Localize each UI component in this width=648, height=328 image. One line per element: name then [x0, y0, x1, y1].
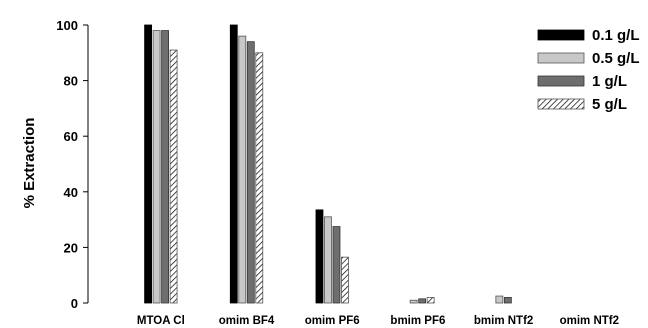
x-tick-label: omim PF6: [305, 315, 360, 327]
bar-0-1-g-l-omim-bf4: [229, 24, 238, 304]
legend-swatch: [537, 75, 585, 87]
legend-swatch: [537, 52, 585, 64]
bar-0-5-g-l-mtoa-cl: [152, 30, 161, 304]
bar-0-5-g-l-omim-bf4: [238, 35, 247, 304]
legend-swatch: [537, 98, 585, 110]
y-tick-label: 40: [64, 185, 78, 200]
y-axis-title: % Extraction: [21, 118, 38, 209]
legend-swatch: [537, 29, 585, 41]
bar-1-g-l-bmim-pf6: [418, 298, 427, 304]
bar-5-g-l-omim-pf6: [341, 256, 349, 304]
y-axis: 0 20 40 60 80 100: [56, 18, 89, 311]
bar-1-g-l-omim-bf4: [246, 41, 255, 304]
legend-label: 0.5 g/L: [592, 50, 640, 67]
bar-5-g-l-mtoa-cl: [169, 49, 178, 304]
x-tick-label: MTOA Cl: [137, 315, 185, 327]
bar-0-1-g-l-mtoa-cl: [144, 24, 152, 304]
bar-0-1-g-l-omim-pf6: [315, 209, 324, 304]
legend-label: 5 g/L: [592, 96, 627, 113]
y-tick-label: 0: [71, 296, 78, 311]
bars-group: [144, 24, 512, 304]
legend-label: 1 g/L: [592, 73, 627, 90]
bar-0-5-g-l-bmim-ntf2: [495, 295, 504, 304]
bar-0-5-g-l-omim-pf6: [324, 216, 332, 304]
y-tick-label: 20: [64, 240, 78, 255]
bar-1-g-l-mtoa-cl: [161, 30, 169, 304]
x-tick-label: bmim NTf2: [474, 315, 533, 327]
bar-0-5-g-l-bmim-pf6: [409, 299, 418, 304]
bar-1-g-l-omim-pf6: [332, 226, 341, 304]
x-tick-label: omim NTf2: [560, 315, 619, 327]
x-axis-labels: MTOA Cl omim BF4 omim PF6 bmim PF6 bmim NTf2…: [137, 315, 619, 327]
legend-label: 0.1 g/L: [592, 27, 640, 44]
y-tick-label: 100: [56, 18, 78, 33]
bar-5-g-l-omim-bf4: [255, 52, 264, 304]
x-tick-label: bmim PF6: [390, 315, 445, 327]
y-tick-label: 80: [64, 74, 78, 89]
bar-1-g-l-bmim-ntf2: [503, 297, 512, 304]
y-tick-label: 60: [64, 129, 78, 144]
x-tick-label: omim BF4: [219, 315, 275, 327]
legend: 0.1 g/L 0.5 g/L 1 g/L 5 g/L: [537, 27, 640, 113]
bar-5-g-l-bmim-pf6: [426, 297, 435, 304]
